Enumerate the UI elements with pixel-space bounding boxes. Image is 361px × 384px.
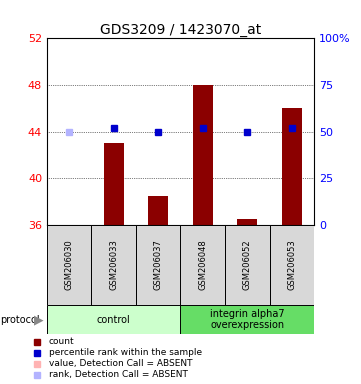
Bar [180,225,225,305]
Text: GSM206037: GSM206037 [154,240,163,290]
Title: GDS3209 / 1423070_at: GDS3209 / 1423070_at [100,23,261,37]
Text: GSM206030: GSM206030 [65,240,74,290]
Text: percentile rank within the sample: percentile rank within the sample [49,348,202,357]
Text: control: control [97,314,131,325]
Bar [193,85,213,225]
Bar [270,225,314,305]
Bar [237,219,257,225]
Text: GSM206053: GSM206053 [287,240,296,290]
Text: GSM206033: GSM206033 [109,240,118,290]
Bar [180,305,314,334]
Text: integrin alpha7
overexpression: integrin alpha7 overexpression [210,309,284,331]
Bar [225,225,270,305]
Bar [47,225,91,305]
Text: rank, Detection Call = ABSENT: rank, Detection Call = ABSENT [49,370,188,379]
Text: ▶: ▶ [34,313,44,326]
Bar [47,305,180,334]
Bar [136,225,180,305]
Text: GSM206052: GSM206052 [243,240,252,290]
Text: protocol: protocol [0,314,40,325]
Text: value, Detection Call = ABSENT: value, Detection Call = ABSENT [49,359,192,368]
Bar [104,143,124,225]
Bar [148,195,168,225]
Bar [91,225,136,305]
Text: GSM206048: GSM206048 [198,240,207,290]
Text: count: count [49,337,74,346]
Bar [282,108,302,225]
